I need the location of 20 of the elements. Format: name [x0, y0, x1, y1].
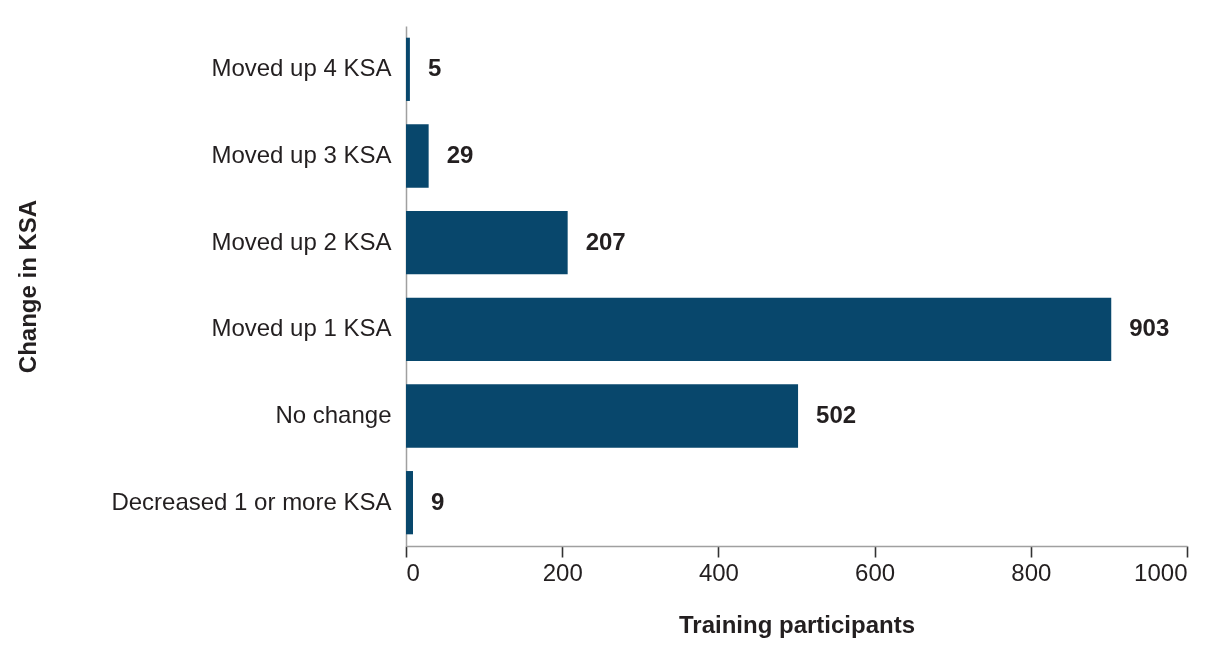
- x-axis-title: Training participants: [678, 610, 916, 638]
- x-tick-label: 0: [406, 558, 420, 586]
- x-tick-label: 400: [698, 558, 739, 586]
- x-tick-label: 1000: [1134, 558, 1188, 586]
- data-label: 903: [1129, 314, 1170, 342]
- y-tick-label: Decreased 1 or more KSA: [111, 487, 392, 515]
- y-tick-label: No change: [275, 401, 392, 428]
- data-label: 5: [427, 54, 442, 82]
- data-label: 9: [431, 487, 445, 515]
- y-tick-label: Moved up 2 KSA: [211, 227, 392, 255]
- x-tick-label: 200: [542, 558, 583, 586]
- data-label: 207: [585, 227, 626, 255]
- y-tick-label: Moved up 3 KSA: [211, 141, 392, 168]
- y-axis-title: Change in KSA: [13, 199, 41, 374]
- data-label: 29: [446, 141, 474, 168]
- data-label: 502: [816, 401, 857, 428]
- y-tick-label: Moved up 1 KSA: [211, 314, 392, 342]
- x-tick-label: 600: [855, 558, 896, 586]
- x-tick-label: 800: [1011, 558, 1052, 586]
- y-tick-label: Moved up 4 KSA: [211, 54, 392, 82]
